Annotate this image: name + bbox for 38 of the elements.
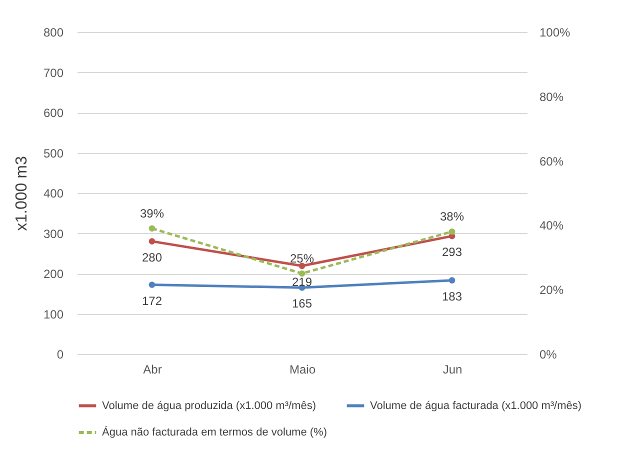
y2-tick-label: 0% [540, 348, 558, 362]
point [298, 262, 306, 270]
y-tick-label: 500 [43, 146, 64, 160]
x-tick-label: Abr [143, 362, 162, 376]
data-label: 219 [292, 274, 312, 289]
data-label: 293 [442, 245, 462, 260]
y-axis-title: x1.000 m3 [13, 156, 30, 231]
y-tick-label: 300 [43, 226, 64, 241]
legend-label: Volume de água produzida (x1.000 m³/mês) [102, 400, 316, 412]
y-tick-label: 700 [43, 66, 64, 80]
y2-tick-label: 100% [540, 26, 571, 40]
y-tick-label: 600 [43, 106, 64, 120]
point [148, 238, 156, 244]
data-label: 38% [440, 210, 464, 224]
y-tick-label: 400 [43, 186, 64, 200]
y-tick-label: 200 [43, 267, 64, 281]
y2-tick-label: 20% [540, 283, 564, 298]
y-tick-label: 0 [56, 348, 64, 362]
point [148, 225, 156, 232]
point [448, 228, 456, 235]
point [298, 270, 306, 277]
y2-tick-label: 80% [540, 90, 564, 104]
data-label: 165 [292, 296, 312, 311]
y-tick-label: 100 [43, 307, 64, 322]
legend-label: Volume de água facturada (x1.000 m³/mês) [370, 400, 582, 412]
data-label: 280 [142, 250, 162, 264]
y2-tick-label: 60% [540, 154, 564, 168]
data-label: 172 [142, 294, 162, 308]
data-label: 25% [290, 252, 314, 266]
data-label: 183 [442, 289, 462, 304]
y-tick-label: 800 [43, 26, 64, 40]
legend-label: Água não facturada em termos de volume (%) [102, 426, 328, 438]
data-label: 39% [140, 206, 164, 220]
x-tick-label: Maio [289, 362, 316, 376]
point [448, 277, 456, 284]
y2-tick-label: 40% [540, 218, 564, 233]
x-tick-label: Jun [442, 362, 462, 376]
point [148, 282, 156, 288]
